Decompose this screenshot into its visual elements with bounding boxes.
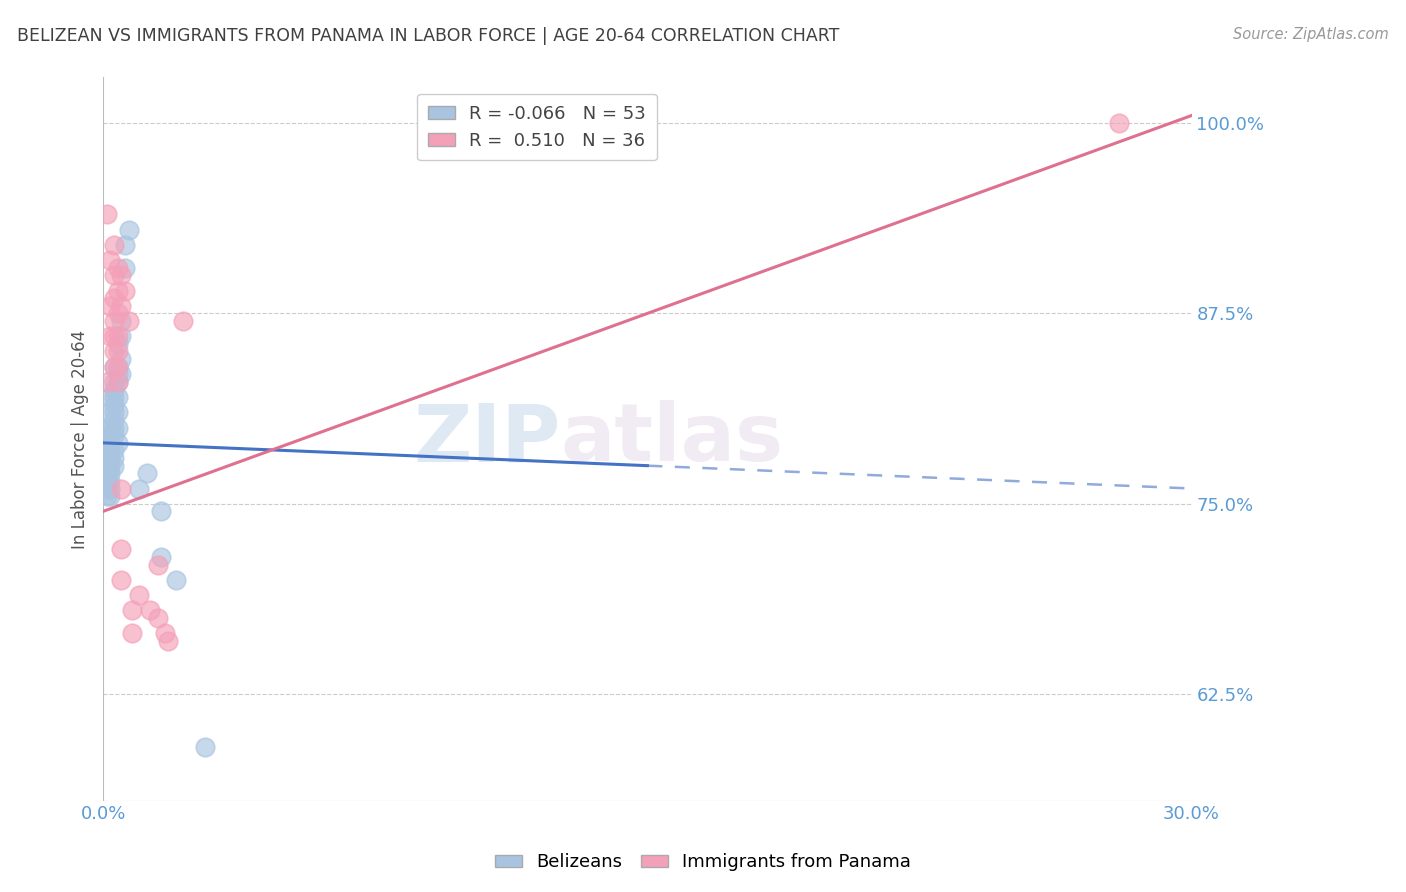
Point (103, 451, 125, 466)
Point (153, 626, 176, 640)
Point (96, 435, 118, 450)
Point (103, 344, 125, 359)
Text: ZIP: ZIP (413, 400, 560, 478)
Point (100, 451, 122, 466)
Point (107, 306, 129, 320)
Point (103, 420, 125, 434)
Point (107, 344, 129, 359)
Point (96, 420, 118, 434)
Point (100, 467, 122, 481)
Point (96, 482, 118, 496)
Point (107, 420, 129, 434)
Point (172, 314, 194, 328)
Text: Source: ZipAtlas.com: Source: ZipAtlas.com (1233, 27, 1389, 42)
Legend: R = -0.066   N = 53, R =  0.510   N = 36: R = -0.066 N = 53, R = 0.510 N = 36 (418, 94, 657, 161)
Point (100, 443, 122, 458)
Point (100, 458, 122, 473)
Point (110, 329, 132, 343)
Point (1108, 116, 1130, 130)
Point (103, 390, 125, 404)
Point (146, 611, 169, 625)
Point (100, 420, 122, 434)
Point (117, 222, 139, 236)
Point (107, 284, 129, 298)
Point (100, 482, 122, 496)
Point (100, 474, 122, 488)
Point (107, 368, 129, 382)
Legend: Belizeans, Immigrants from Panama: Belizeans, Immigrants from Panama (488, 847, 918, 879)
Point (100, 329, 122, 343)
Point (121, 603, 143, 617)
Point (107, 435, 129, 450)
Point (114, 284, 136, 298)
Point (107, 375, 129, 389)
Point (96, 467, 118, 481)
Point (103, 238, 125, 252)
Point (110, 352, 132, 367)
Point (96, 451, 118, 466)
Point (157, 633, 180, 648)
Point (107, 260, 129, 275)
Point (194, 740, 217, 755)
Point (103, 443, 125, 458)
Point (107, 405, 129, 419)
Point (165, 573, 187, 587)
Point (117, 314, 139, 328)
Point (100, 428, 122, 442)
Point (107, 359, 129, 374)
Point (100, 489, 122, 503)
Point (103, 268, 125, 283)
Point (103, 458, 125, 473)
Point (96, 474, 118, 488)
Point (110, 314, 132, 328)
Point (103, 383, 125, 397)
Point (103, 405, 125, 419)
Point (114, 238, 136, 252)
Point (121, 626, 143, 640)
Point (103, 314, 125, 328)
Point (103, 375, 125, 389)
Point (150, 504, 173, 518)
Point (110, 268, 132, 283)
Point (100, 299, 122, 313)
Point (103, 428, 125, 442)
Point (100, 405, 122, 419)
Point (107, 359, 129, 374)
Point (103, 359, 125, 374)
Point (96, 207, 118, 221)
Point (107, 390, 129, 404)
Point (150, 549, 173, 564)
Point (107, 329, 129, 343)
Point (110, 573, 132, 587)
Point (100, 253, 122, 268)
Point (103, 329, 125, 343)
Point (114, 260, 136, 275)
Text: atlas: atlas (560, 400, 783, 478)
Point (146, 558, 169, 572)
Point (110, 482, 132, 496)
Point (103, 398, 125, 412)
Point (110, 542, 132, 557)
Point (103, 291, 125, 305)
Point (96, 375, 118, 389)
Point (103, 413, 125, 427)
Point (110, 299, 132, 313)
Point (107, 375, 129, 389)
Point (100, 390, 122, 404)
Point (128, 588, 150, 602)
Point (107, 337, 129, 351)
Y-axis label: In Labor Force | Age 20-64: In Labor Force | Age 20-64 (72, 329, 89, 549)
Point (96, 489, 118, 503)
Point (128, 482, 150, 496)
Point (96, 458, 118, 473)
Point (135, 467, 157, 481)
Point (100, 435, 122, 450)
Point (103, 359, 125, 374)
Text: BELIZEAN VS IMMIGRANTS FROM PANAMA IN LABOR FORCE | AGE 20-64 CORRELATION CHART: BELIZEAN VS IMMIGRANTS FROM PANAMA IN LA… (17, 27, 839, 45)
Point (139, 603, 162, 617)
Point (110, 368, 132, 382)
